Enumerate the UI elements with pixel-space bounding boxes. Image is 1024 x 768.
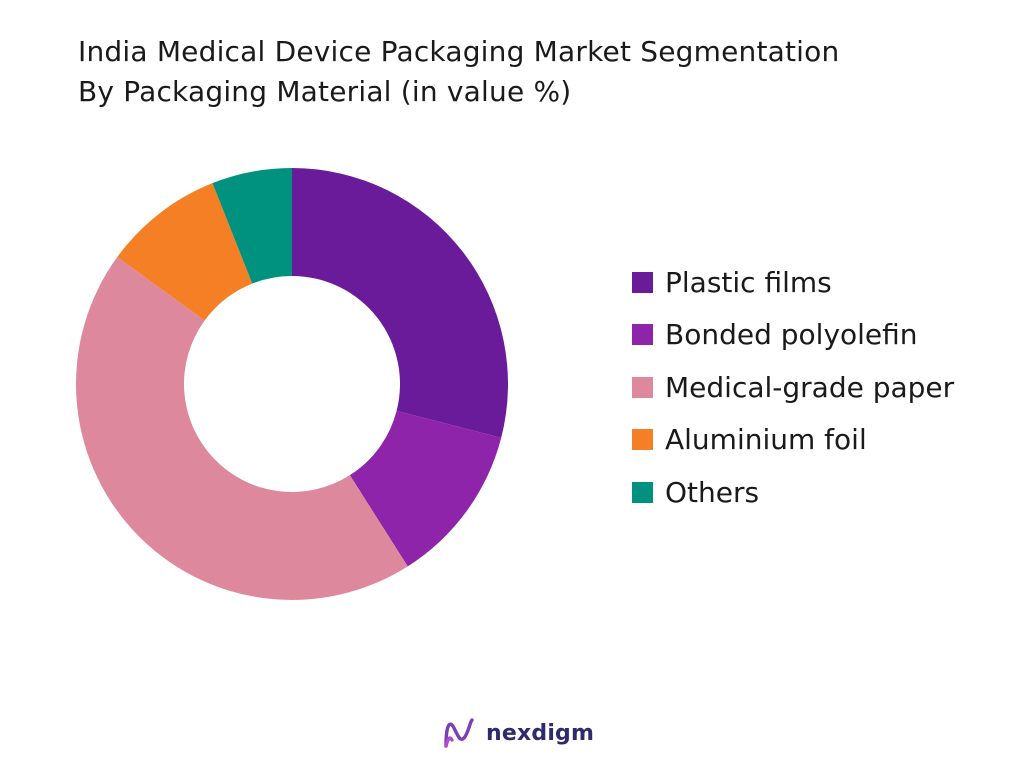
legend-label: Others [665,476,759,509]
legend-label: Bonded polyolefin [665,318,918,351]
legend-item-others: Others [632,472,954,512]
legend-label: Plastic films [665,266,832,299]
legend-item-bonded-polyolefin: Bonded polyolefin [632,315,954,355]
legend-label: Medical-grade paper [665,371,954,404]
legend-item-medical-grade-paper: Medical-grade paper [632,367,954,407]
donut-slice-medical-grade-paper [76,257,408,600]
legend-item-aluminium-foil: Aluminium foil [632,420,954,460]
nexdigm-logo-icon [440,714,478,752]
legend-swatch [632,324,653,345]
chart-legend: Plastic films Bonded polyolefin Medical-… [632,262,954,525]
legend-label: Aluminium foil [665,423,867,456]
legend-item-plastic-films: Plastic films [632,262,954,302]
brand-name: nexdigm [486,721,594,746]
legend-swatch [632,482,653,503]
donut-slice-plastic-films [292,168,508,438]
donut-chart [60,150,540,630]
legend-swatch [632,377,653,398]
chart-title-line-1: India Medical Device Packaging Market Se… [78,32,839,72]
legend-swatch [632,272,653,293]
brand: nexdigm [440,714,594,752]
legend-swatch [632,429,653,450]
chart-title: India Medical Device Packaging Market Se… [78,32,839,112]
chart-title-line-2: By Packaging Material (in value %) [78,72,839,112]
